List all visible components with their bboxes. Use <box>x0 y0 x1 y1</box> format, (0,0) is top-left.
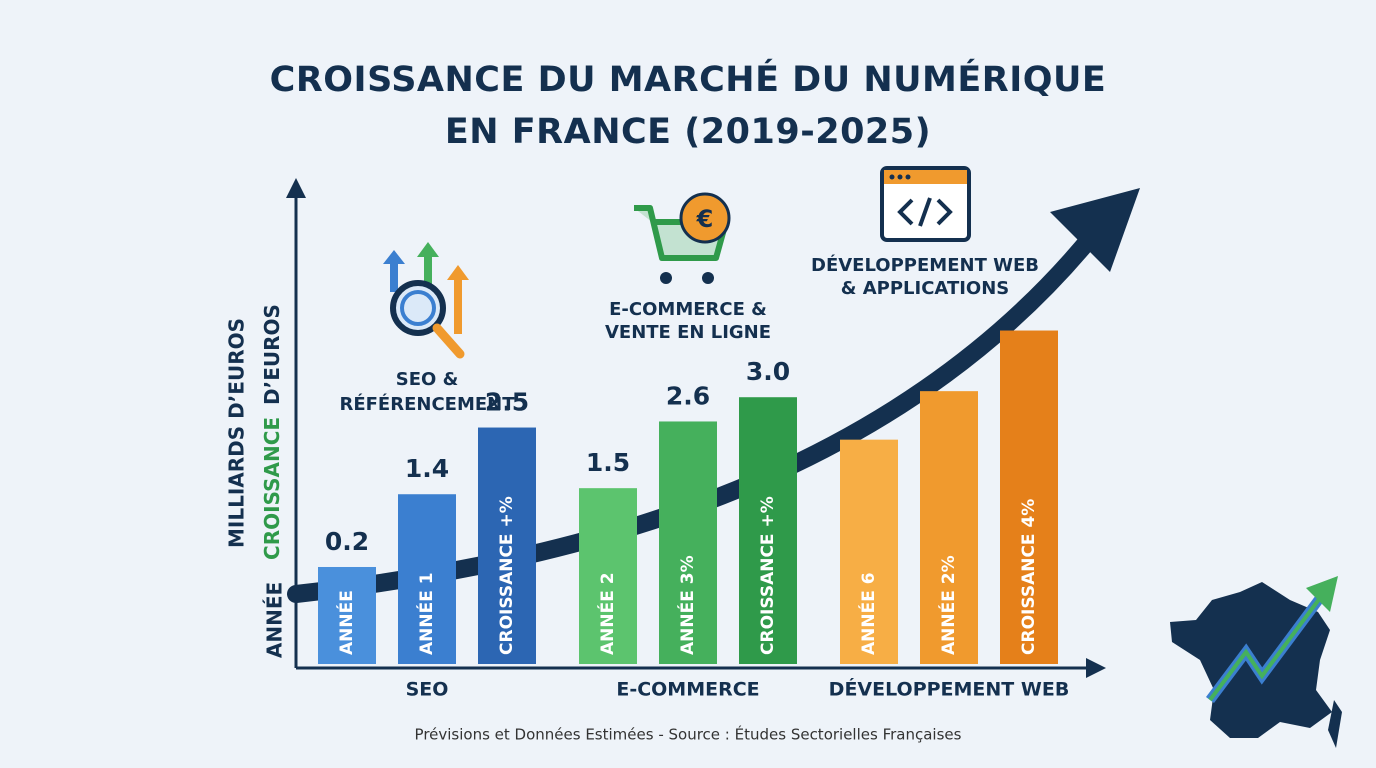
group-heading: SEO & <box>396 369 459 390</box>
bar-label: CROISSANCE +% <box>497 496 517 655</box>
bar-label: ANNÉE <box>335 590 357 655</box>
bar <box>318 566 376 664</box>
code-icon <box>880 166 971 242</box>
bar-label: ANNÉE 3% <box>676 555 698 655</box>
x-axis-arrow <box>1086 658 1106 678</box>
bar <box>659 421 717 664</box>
group-heading: & APPLICATIONS <box>841 278 1010 299</box>
value-label: 2.5 <box>485 388 529 417</box>
y-axis-label-3: ANNÉE <box>263 582 287 658</box>
x-group-label: E-COMMERCE <box>616 679 759 701</box>
bar <box>478 427 536 664</box>
y-axis-arrow <box>286 178 306 198</box>
trend-arrow-head <box>1050 188 1140 272</box>
y-label-rest: D’EUROS <box>260 304 284 405</box>
value-label: 0.2 <box>325 527 369 556</box>
y-axis-label: MILLIARDS D’EUROS <box>225 318 249 548</box>
bar-label: CROISSANCE +% <box>758 496 778 655</box>
euro-symbol: € <box>696 205 714 233</box>
bar-label: ANNÉE 2 <box>596 572 618 655</box>
value-label: 1.5 <box>586 448 630 477</box>
bar-label: ANNÉE 1 <box>415 572 437 655</box>
bar-label: ANNÉE 2% <box>937 555 959 655</box>
france-map <box>1170 576 1342 748</box>
x-group-label: DÉVELOPPEMENT WEB <box>829 678 1070 701</box>
group-heading: E-COMMERCE & <box>609 299 767 320</box>
bar <box>739 397 797 664</box>
chart-title: CROISSANCE DU MARCHÉ DU NUMÉRIQUE EN FRA… <box>269 60 1107 152</box>
source-note: Prévisions et Données Estimées - Source … <box>415 725 962 744</box>
cart-icon: € <box>634 192 731 284</box>
seo-icon <box>383 242 469 359</box>
group-heading: RÉFÉRENCEMENT <box>339 393 515 415</box>
value-label: 2.6 <box>666 381 710 410</box>
y-label-accent: CROISSANCE <box>260 417 284 560</box>
group-heading: VENTE EN LIGNE <box>605 322 771 343</box>
y-axis-label-2: CROISSANCE D’EUROS <box>260 304 284 560</box>
group-heading: DÉVELOPPEMENT WEB <box>811 254 1039 276</box>
value-label: 1.4 <box>405 454 449 483</box>
bar <box>398 494 456 664</box>
bar-label: ANNÉE 6 <box>857 572 879 655</box>
bar <box>840 439 898 664</box>
bar-label: CROISSANCE 4% <box>1019 499 1039 655</box>
x-group-label: SEO <box>406 679 449 701</box>
bar <box>579 488 637 664</box>
bar <box>1000 330 1058 664</box>
bar <box>920 391 978 664</box>
value-label: 3.0 <box>746 357 790 386</box>
